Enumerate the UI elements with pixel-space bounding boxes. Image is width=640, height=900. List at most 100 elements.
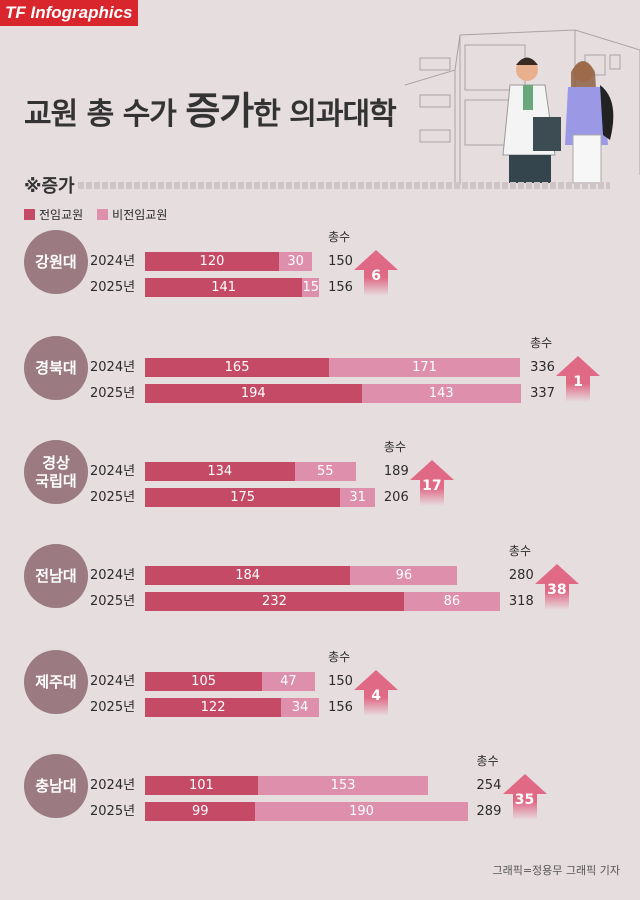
- bar-full-time: 120: [145, 252, 279, 271]
- brand-logo: TF Infographics: [0, 0, 138, 26]
- bar-non-full-time: 153: [257, 776, 429, 795]
- increase-arrow: 1: [556, 356, 601, 402]
- year-label: 2024년: [90, 674, 136, 689]
- bar-non-full-time: 30: [278, 252, 313, 271]
- university-badge: 충남대: [24, 754, 88, 818]
- increase-arrow: 17: [409, 460, 454, 506]
- year-label: 2024년: [90, 360, 136, 375]
- arrow-up-icon: [354, 670, 399, 716]
- bar-non-full-time: 34: [281, 698, 320, 717]
- year-label: 2024년: [90, 778, 136, 793]
- university-badge: 강원대: [24, 230, 88, 294]
- increase-arrow: 6: [354, 250, 399, 296]
- university-badge: 전남대: [24, 544, 88, 608]
- title-part1: 교원 총 수가: [24, 97, 186, 132]
- total-header: 총수: [383, 440, 406, 454]
- bar-full-time: 134: [145, 462, 295, 481]
- total-header: 총수: [328, 650, 351, 664]
- total-value: 150: [328, 674, 353, 689]
- increase-value: 35: [514, 792, 535, 808]
- bar-non-full-time: 143: [361, 384, 522, 403]
- year-label: 2025년: [90, 386, 136, 401]
- total-value: 254: [476, 778, 502, 793]
- increase-value: 38: [547, 582, 567, 598]
- increase-value: 17: [422, 478, 442, 494]
- total-value: 289: [476, 804, 502, 819]
- bar-full-time: 184: [145, 566, 351, 585]
- total-value: 318: [508, 594, 534, 609]
- total-value: 280: [508, 568, 534, 583]
- total-value: 156: [328, 280, 353, 295]
- legend: 전임교원 비전임교원: [24, 206, 167, 223]
- bar-full-time: 232: [145, 592, 404, 611]
- total-value: 156: [328, 700, 353, 715]
- bar-non-full-time: 15: [302, 278, 320, 297]
- legend-item-full: 전임교원: [24, 206, 83, 223]
- increase-arrow: 4: [354, 670, 399, 716]
- legend-label: 비전임교원: [112, 208, 168, 222]
- year-label: 2025년: [90, 804, 136, 819]
- arrow-up-icon: [556, 356, 601, 402]
- university-badge: 경상 국립대: [24, 440, 88, 504]
- page-title: 교원 총 수가 증가한 의과대학: [24, 80, 397, 135]
- university-group: 충남대 총수 2024년 101 153 254 2025년 99 190 289 35: [0, 752, 640, 832]
- bar-non-full-time: 31: [340, 488, 375, 507]
- university-group: 제주대 총수 2024년 105 47 150 2025년 122 34 156 4: [0, 648, 640, 728]
- year-label: 2025년: [90, 490, 136, 505]
- bar-full-time: 165: [145, 358, 330, 377]
- total-value: 337: [530, 386, 555, 401]
- bar-non-full-time: 47: [262, 672, 315, 691]
- total-value: 189: [383, 464, 409, 479]
- bar-non-full-time: 171: [329, 358, 520, 377]
- bar-full-time: 99: [145, 802, 256, 821]
- dotted-divider: [78, 182, 610, 189]
- legend-swatch: [24, 209, 35, 220]
- increase-value: 4: [371, 688, 381, 704]
- title-emphasis: 증가: [185, 89, 254, 133]
- university-badge: 제주대: [24, 650, 88, 714]
- total-value: 206: [383, 490, 409, 505]
- bar-full-time: 122: [145, 698, 282, 717]
- year-label: 2025년: [90, 700, 136, 715]
- bar-full-time: 101: [145, 776, 258, 795]
- total-header: 총수: [328, 230, 351, 244]
- university-group: 전남대 총수 2024년 184 96 280 2025년 232 86 318 38: [0, 542, 640, 622]
- total-header: 총수: [508, 544, 531, 558]
- year-label: 2024년: [90, 254, 136, 269]
- bar-full-time: 194: [145, 384, 362, 403]
- university-group: 경북대 총수 2024년 165 171 336 2025년 194 143 337 1: [0, 334, 640, 414]
- increase-arrow: 38: [534, 564, 579, 610]
- legend-label: 전임교원: [39, 208, 84, 222]
- year-label: 2025년: [90, 280, 136, 295]
- increase-arrow: 35: [502, 774, 547, 820]
- year-label: 2024년: [90, 464, 136, 479]
- bar-non-full-time: 55: [294, 462, 356, 481]
- title-part2: 한 의과대학: [253, 97, 396, 132]
- credit: 그래픽=정용무 그래픽 기자: [492, 864, 620, 877]
- total-value: 336: [530, 360, 555, 375]
- arrow-up-icon: [354, 250, 399, 296]
- arrow-up-icon: [409, 460, 454, 506]
- bar-full-time: 141: [145, 278, 303, 297]
- year-label: 2025년: [90, 594, 136, 609]
- university-group: 경상 국립대 총수 2024년 134 55 189 2025년 175 31 206 17: [0, 438, 640, 518]
- subtitle: ※증가: [24, 176, 75, 197]
- increase-value: 1: [573, 374, 583, 390]
- university-badge: 경북대: [24, 336, 88, 400]
- year-label: 2024년: [90, 568, 136, 583]
- university-group: 강원대 총수 2024년 120 30 150 2025년 141 15 156 6: [0, 228, 640, 308]
- bar-full-time: 175: [145, 488, 341, 507]
- total-header: 총수: [476, 754, 499, 768]
- arrow-up-icon: [502, 774, 547, 820]
- bar-full-time: 105: [145, 672, 263, 691]
- bar-non-full-time: 96: [350, 566, 458, 585]
- total-value: 150: [328, 254, 353, 269]
- legend-item-part: 비전임교원: [97, 206, 167, 223]
- increase-value: 6: [371, 268, 381, 284]
- legend-swatch: [97, 209, 109, 220]
- bar-non-full-time: 86: [403, 592, 500, 611]
- arrow-up-icon: [534, 564, 579, 610]
- total-header: 총수: [530, 336, 553, 350]
- bar-non-full-time: 190: [255, 802, 468, 821]
- doctor-student-illustration: [405, 29, 640, 185]
